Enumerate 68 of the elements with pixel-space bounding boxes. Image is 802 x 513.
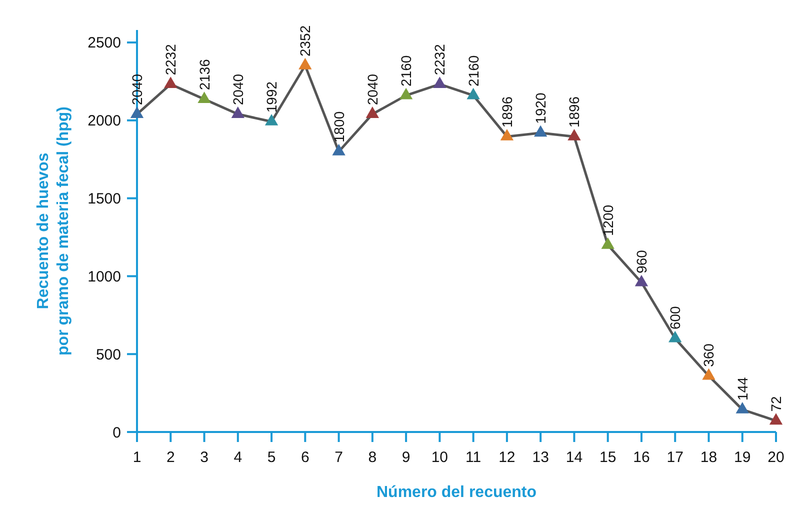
- x-tick-label: 9: [402, 449, 410, 466]
- data-label: 1920: [532, 92, 549, 124]
- point: [668, 330, 682, 342]
- x-tick-label: 17: [666, 449, 684, 466]
- point: [634, 274, 648, 286]
- x-tick-label: 7: [334, 449, 343, 466]
- data-label: 2232: [432, 44, 448, 76]
- data-label: 1992: [264, 81, 280, 113]
- y-tick-label: 1000: [88, 268, 121, 286]
- x-tick-label: 8: [368, 449, 377, 466]
- point: [534, 125, 548, 137]
- data-label: 1896: [566, 96, 582, 128]
- y-tick-label: 500: [96, 346, 121, 364]
- x-tick-label: 6: [300, 449, 310, 466]
- x-tick-label: 13: [532, 449, 549, 466]
- point: [433, 76, 446, 88]
- data-label: 2160: [465, 55, 482, 86]
- data-label: 2352: [297, 25, 314, 57]
- x-tick-label: 14: [566, 449, 583, 466]
- x-tick-label: 15: [600, 449, 616, 466]
- point: [198, 92, 211, 103]
- data-label: 2040: [230, 74, 246, 106]
- y-tick-label: 1500: [88, 190, 121, 208]
- point: [769, 413, 783, 425]
- data-label: 72: [768, 396, 784, 412]
- data-label: 960: [633, 250, 650, 274]
- point: [264, 114, 278, 126]
- data-label: 2040: [364, 74, 380, 106]
- point: [164, 76, 178, 88]
- data-label: 1896: [498, 96, 515, 128]
- point: [736, 402, 749, 414]
- point: [399, 88, 413, 100]
- point: [601, 237, 614, 249]
- point: [568, 128, 581, 140]
- point: [231, 106, 244, 118]
- x-tick-label: 11: [466, 449, 482, 466]
- x-tick-label: 3: [200, 449, 208, 466]
- point: [332, 144, 346, 156]
- data-label: 360: [700, 343, 717, 367]
- data-label: 1200: [600, 204, 616, 236]
- x-tick-label: 1: [132, 449, 142, 466]
- point: [366, 106, 379, 118]
- data-label: 2136: [196, 58, 212, 90]
- x-tick-label: 2: [166, 449, 175, 466]
- x-tick-label: 19: [734, 449, 751, 466]
- point: [130, 106, 144, 118]
- x-axis-title: Número del recuento: [376, 484, 537, 501]
- x-tick-label: 20: [768, 449, 784, 466]
- x-tick-label: 12: [498, 449, 516, 466]
- data-label: 2232: [162, 44, 179, 76]
- x-tick-label: 18: [700, 449, 718, 466]
- point: [500, 128, 514, 140]
- data-label: 600: [667, 306, 684, 330]
- point: [466, 88, 480, 100]
- data-label: 144: [734, 376, 750, 401]
- point: [298, 58, 312, 70]
- y-tick-label: 2500: [88, 34, 121, 52]
- x-tick-label: 10: [431, 449, 448, 466]
- x-tick-label: 5: [267, 449, 276, 466]
- y-tick-label: 0: [112, 424, 121, 442]
- data-label: 1800: [330, 111, 347, 143]
- x-tick-label: 4: [234, 449, 242, 466]
- point: [702, 368, 716, 380]
- data-label: 2040: [129, 74, 145, 106]
- x-tick-label: 16: [633, 449, 650, 466]
- y-axis-title: Recuento de huevos por gramo de materia fecal (hpg): [35, 106, 72, 356]
- data-label: 2160: [398, 55, 414, 86]
- y-tick-label: 2000: [88, 112, 121, 130]
